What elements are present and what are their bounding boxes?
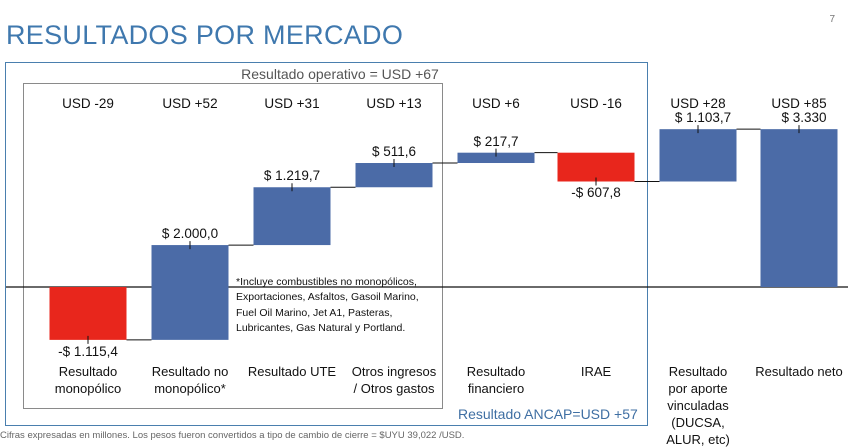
value-label-6: $ 1.103,7 — [674, 110, 732, 126]
operating-result-label: Resultado operativo = USD +67 — [241, 66, 439, 82]
connector-lines — [126, 128, 761, 341]
footnote-asterisk-note: *Incluye combustibles no monopólicos, Ex… — [236, 276, 419, 335]
usd-label-3: USD +13 — [366, 96, 422, 111]
usd-label-2: USD +31 — [264, 96, 320, 111]
value-label-1: $ 2.000,0 — [161, 226, 219, 242]
category-label-3: Otros ingresos / Otros gastos — [351, 364, 437, 396]
value-label-3: $ 511,6 — [371, 144, 417, 159]
bar-5 — [557, 152, 635, 182]
category-label-0: Resultado monopólico — [54, 364, 122, 396]
category-label-5: IRAE — [580, 364, 612, 379]
bar-6 — [659, 129, 737, 182]
usd-label-1: USD +52 — [162, 96, 218, 111]
category-label-6: Resultado por aporte vinculadas (DUCSA, … — [666, 364, 730, 447]
usd-label-0: USD -29 — [62, 96, 114, 111]
value-ticks — [87, 125, 800, 344]
value-label-7: $ 3.330 — [781, 110, 827, 126]
value-label-5: -$ 607,8 — [571, 185, 621, 201]
bar-7 — [760, 129, 838, 287]
value-label-2: $ 1.219,7 — [263, 168, 321, 184]
usd-label-5: USD -16 — [570, 96, 622, 111]
category-label-4: Resultado financiero — [466, 364, 526, 396]
ancap-result-box — [23, 83, 443, 409]
slide-title: RESULTADOS POR MERCADO — [6, 20, 404, 50]
bar-1 — [151, 245, 229, 340]
value-label-0: -$ 1.115,4 — [58, 343, 118, 359]
slide-number: 7 — [829, 14, 835, 25]
usd-label-7: USD +85 — [771, 96, 827, 111]
usd-label-4: USD +6 — [472, 96, 520, 111]
operating-result-box — [5, 62, 648, 426]
value-label-4: $ 217,7 — [473, 133, 519, 149]
bar-0 — [49, 287, 127, 340]
currency-footnote: Cifras expresadas en millones. Los pesos… — [0, 430, 465, 441]
bar-2 — [253, 187, 331, 246]
bar-4 — [457, 152, 535, 164]
ancap-result-label: Resultado ANCAP=USD +57 — [458, 406, 638, 422]
category-label-7: Resultado neto — [755, 364, 843, 379]
category-label-2: Resultado UTE — [247, 364, 337, 379]
usd-label-6: USD +28 — [670, 96, 726, 111]
bar-3 — [355, 163, 433, 188]
category-label-1: Resultado no monopólico* — [151, 364, 229, 396]
bars-group — [49, 129, 838, 340]
